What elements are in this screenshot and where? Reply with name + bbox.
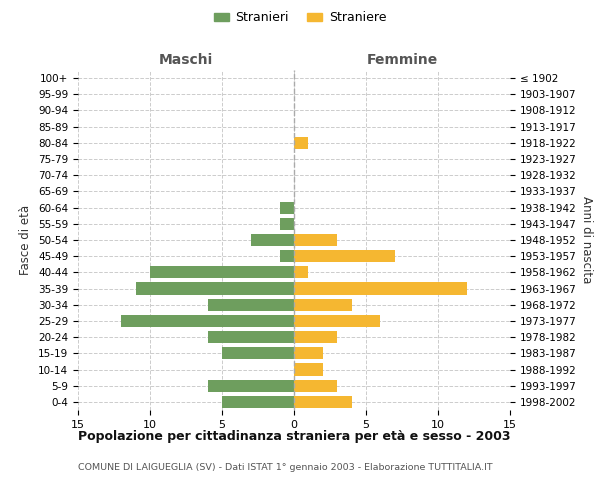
Y-axis label: Anni di nascita: Anni di nascita — [580, 196, 593, 284]
Bar — [294, 396, 352, 408]
Bar — [294, 364, 323, 376]
Bar — [280, 202, 294, 213]
Text: Maschi: Maschi — [159, 53, 213, 67]
Text: Femmine: Femmine — [367, 53, 437, 67]
Bar — [136, 282, 294, 294]
Bar — [294, 234, 337, 246]
Bar — [280, 250, 294, 262]
Bar — [294, 266, 308, 278]
Bar — [294, 380, 337, 392]
Bar — [222, 348, 294, 360]
Bar — [280, 218, 294, 230]
Bar — [222, 396, 294, 408]
Text: Popolazione per cittadinanza straniera per età e sesso - 2003: Popolazione per cittadinanza straniera p… — [78, 430, 511, 443]
Bar — [294, 331, 337, 343]
Bar — [294, 137, 308, 149]
Bar — [294, 315, 380, 327]
Bar — [251, 234, 294, 246]
Bar — [208, 331, 294, 343]
Bar — [294, 250, 395, 262]
Bar — [121, 315, 294, 327]
Bar — [294, 298, 352, 311]
Bar — [294, 348, 323, 360]
Text: COMUNE DI LAIGUEGLIA (SV) - Dati ISTAT 1° gennaio 2003 - Elaborazione TUTTITALIA: COMUNE DI LAIGUEGLIA (SV) - Dati ISTAT 1… — [78, 462, 493, 471]
Bar — [208, 298, 294, 311]
Bar — [294, 282, 467, 294]
Bar — [208, 380, 294, 392]
Y-axis label: Fasce di età: Fasce di età — [19, 205, 32, 275]
Legend: Stranieri, Straniere: Stranieri, Straniere — [209, 6, 391, 29]
Bar — [150, 266, 294, 278]
